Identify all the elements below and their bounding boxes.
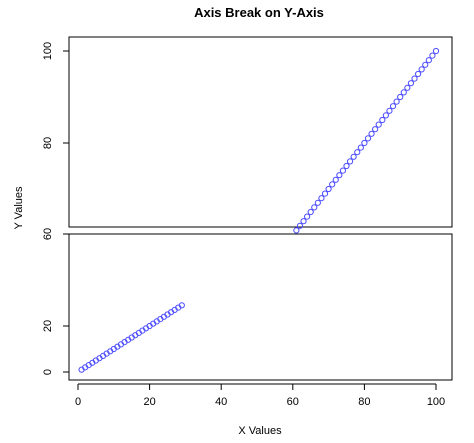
lower-y-axis: 0 20 60 — [42, 228, 69, 375]
data-point — [361, 139, 368, 147]
data-point — [375, 121, 382, 128]
upper-y-axis: 80 100 — [42, 42, 69, 149]
upper-panel-frame — [68, 36, 453, 228]
data-point — [393, 98, 400, 105]
y-tick-label: 80 — [42, 137, 54, 149]
x-tick-label: 40 — [215, 396, 227, 408]
data-point — [379, 116, 386, 124]
lower-panel-frame — [68, 233, 453, 381]
data-point — [346, 158, 354, 165]
data-point — [364, 135, 372, 142]
y-tick-label: 0 — [42, 369, 54, 375]
x-axis: 0 20 40 60 80 100 — [75, 383, 445, 408]
data-point — [422, 61, 429, 68]
data-point — [300, 218, 307, 225]
chart-title: Axis Break on Y-Axis — [194, 5, 324, 20]
data-point — [336, 172, 343, 179]
lower-panel-points — [78, 302, 185, 373]
data-point — [357, 144, 364, 151]
x-tick-label: 0 — [75, 396, 81, 408]
data-point — [386, 107, 393, 114]
data-point — [339, 167, 347, 174]
data-point — [415, 70, 422, 78]
data-point — [372, 126, 379, 133]
data-point — [293, 227, 300, 234]
data-point — [329, 181, 336, 188]
data-point — [304, 213, 311, 220]
data-point — [429, 52, 436, 59]
data-point — [432, 47, 440, 55]
data-point — [318, 195, 325, 202]
upper-panel-points — [293, 47, 440, 234]
data-point — [382, 112, 389, 119]
data-point — [350, 153, 357, 160]
x-tick-label: 60 — [287, 396, 299, 408]
x-tick-label: 80 — [358, 396, 370, 408]
data-point — [178, 302, 185, 309]
data-point — [343, 162, 350, 170]
x-axis-label: X Values — [238, 425, 282, 437]
data-point — [418, 66, 425, 73]
data-point — [400, 89, 407, 96]
data-point — [404, 84, 411, 91]
data-point — [325, 185, 332, 193]
data-point — [296, 222, 304, 229]
data-point — [368, 130, 375, 137]
data-point — [321, 190, 329, 197]
data-point — [389, 103, 397, 110]
x-tick-label: 100 — [427, 396, 445, 408]
data-point — [332, 176, 339, 183]
data-point — [354, 149, 361, 156]
y-tick-label: 100 — [42, 42, 54, 60]
y-tick-label: 60 — [42, 228, 54, 240]
data-point — [425, 57, 432, 64]
x-tick-label: 20 — [143, 396, 155, 408]
data-point — [411, 75, 418, 82]
data-point — [314, 199, 321, 206]
y-tick-label: 20 — [42, 320, 54, 332]
y-axis-label: Y Values — [13, 186, 25, 230]
data-point — [311, 204, 318, 211]
data-point — [307, 208, 314, 216]
data-point — [397, 93, 404, 101]
data-point — [407, 80, 415, 87]
